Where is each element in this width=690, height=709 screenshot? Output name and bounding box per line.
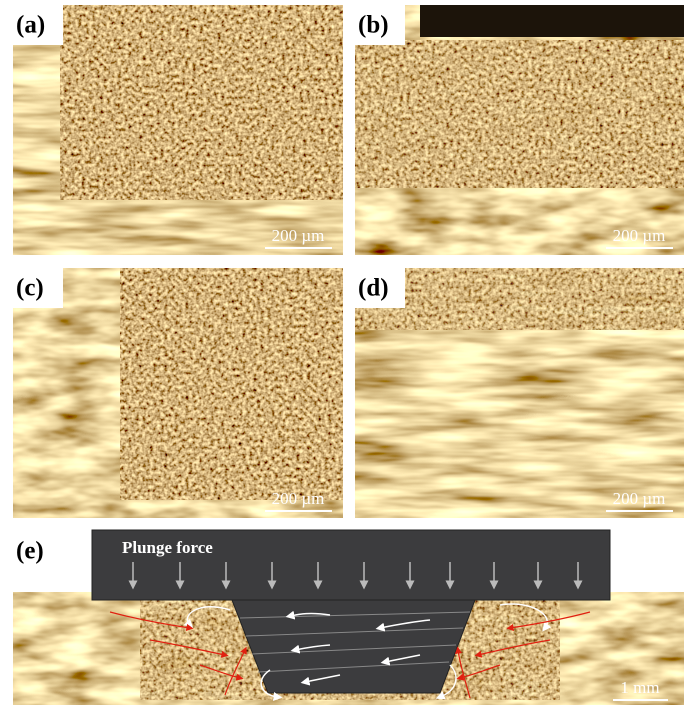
- micrograph-e: [13, 530, 684, 705]
- scale-bar-label: 200 µm: [613, 226, 666, 245]
- scale-bar-label: 200 µm: [613, 489, 666, 508]
- panel-label: (c): [16, 275, 44, 302]
- figure: (a) (b) (c) (d) (e) Plunge force 200 µm …: [0, 0, 690, 709]
- scale-bar-label: 200 µm: [272, 226, 325, 245]
- panel-label: (b): [358, 12, 389, 39]
- tool-label: Plunge force: [122, 538, 213, 557]
- scale-bar-label: 200 µm: [272, 489, 325, 508]
- panel-label: (a): [16, 12, 45, 39]
- scale-bar-label: 1 mm: [620, 678, 659, 697]
- panel-label: (d): [358, 275, 389, 302]
- panel-label: (e): [16, 538, 44, 565]
